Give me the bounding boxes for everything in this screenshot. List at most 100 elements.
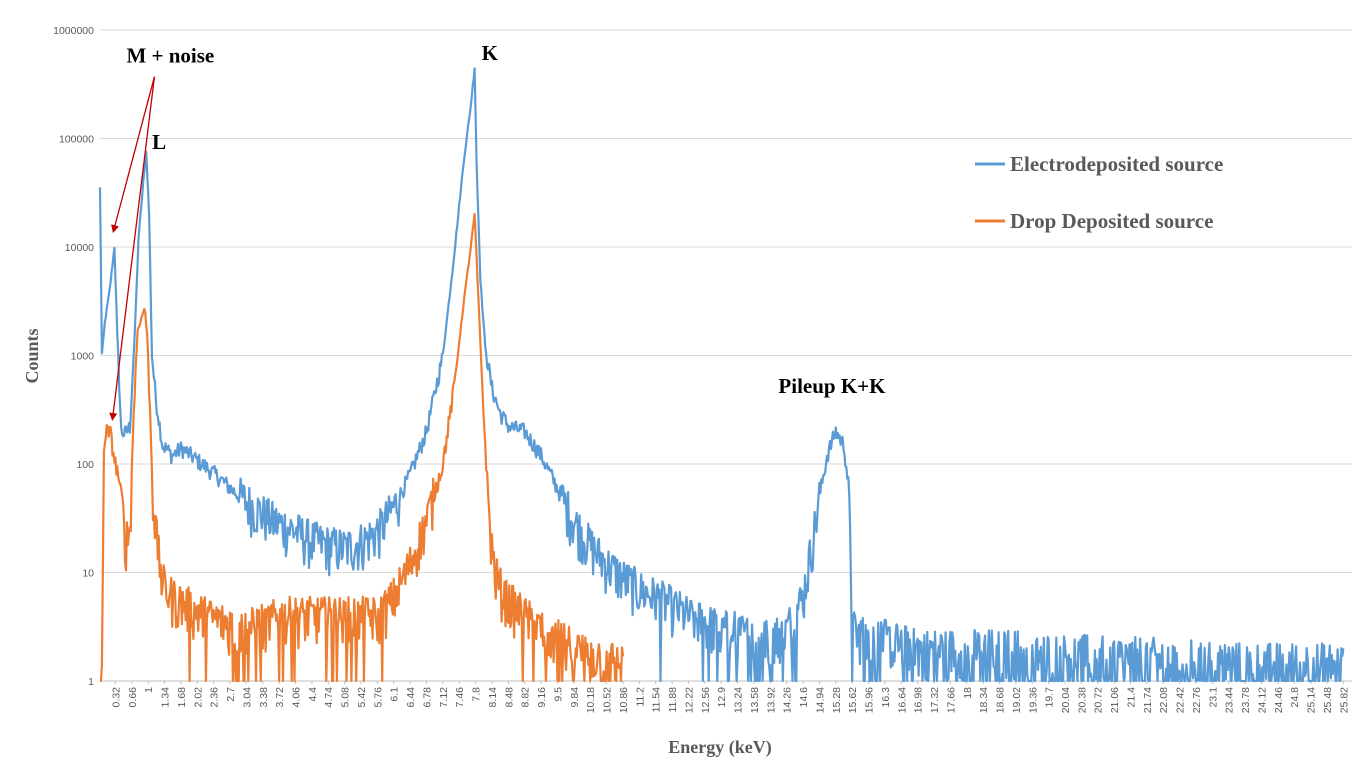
x-tick-label: 5.76: [372, 687, 384, 708]
x-tick-label: 4.4: [307, 687, 319, 702]
x-tick-label: 8.48: [503, 687, 515, 708]
x-tick-label: 15.62: [847, 687, 859, 713]
x-tick-label: 25.48: [1322, 687, 1334, 713]
x-tick-labels: 0.32 0.66 1 1.34 1.68 2.02 2.36 2.7 3.04 3.38 3.72…: [110, 681, 1350, 713]
x-tick-label: 2.02: [192, 687, 204, 708]
annotation-m-noise: M + noise: [126, 44, 214, 68]
x-tick-label: 10.86: [618, 687, 630, 713]
x-tick-label: 25.82: [1338, 687, 1350, 713]
x-tick-label: 0.32: [110, 687, 122, 708]
x-tick-label: 2.7: [225, 687, 237, 702]
x-tick-label: 23.78: [1240, 687, 1252, 713]
legend-label: Drop Deposited source: [1010, 209, 1213, 233]
x-tick-label: 19.36: [1027, 687, 1039, 713]
x-tick-label: 3.72: [274, 687, 286, 708]
x-tick-label: 18: [962, 687, 974, 699]
x-tick-label: 8.14: [487, 687, 499, 708]
annotation-k-peak: K: [482, 41, 499, 65]
x-tick-label: 21.06: [1109, 687, 1121, 713]
x-tick-label: 20.72: [1093, 687, 1105, 713]
x-tick-label: 11.2: [634, 687, 646, 707]
legend-label: Electrodeposited source: [1010, 152, 1223, 176]
y-tick-label: 100: [76, 459, 94, 471]
annotation-l-peak: L: [152, 130, 166, 154]
x-tick-label: 10.52: [602, 687, 614, 713]
arrow-electrodeposited-m: [111, 76, 156, 234]
x-tick-label: 9.84: [569, 687, 581, 708]
x-tick-label: 10.18: [585, 687, 597, 713]
y-tick-label: 1000000: [53, 25, 94, 37]
gridlines: [100, 29, 1352, 682]
x-tick-label: 3.38: [258, 687, 270, 708]
x-tick-label: 24.46: [1273, 687, 1285, 713]
x-tick-label: 13.24: [733, 687, 745, 713]
x-tick-label: 9.5: [552, 687, 564, 702]
x-tick-label: 14.94: [814, 687, 826, 713]
x-tick-label: 12.22: [683, 687, 695, 713]
x-tick-label: 15.28: [831, 687, 843, 713]
x-tick-label: 15.96: [864, 687, 876, 713]
x-tick-label: 20.04: [1060, 687, 1072, 713]
x-tick-label: 8.82: [520, 687, 532, 708]
x-tick-label: 22.76: [1191, 687, 1203, 713]
x-tick-label: 6.44: [405, 687, 417, 708]
x-tick-label: 1: [143, 687, 155, 693]
x-tick-label: 22.42: [1175, 687, 1187, 713]
x-tick-label: 20.38: [1076, 687, 1088, 713]
x-tick-label: 11.54: [651, 687, 663, 713]
x-tick-label: 25.14: [1306, 687, 1318, 713]
annotation-labels: M + noise L K Pileup K+K: [126, 41, 886, 398]
x-tick-label: 5.42: [356, 687, 368, 708]
x-tick-label: 19.7: [1044, 687, 1056, 708]
x-tick-label: 12.56: [700, 687, 712, 713]
annotation-pileup: Pileup K+K: [778, 374, 886, 398]
series-lines: [98, 67, 1345, 683]
y-axis-title: Counts: [22, 328, 42, 383]
y-tick-label: 10: [82, 568, 94, 580]
y-tick-label: 1: [88, 676, 94, 688]
x-tick-label: 16.64: [896, 687, 908, 713]
x-tick-label: 6.1: [389, 687, 401, 702]
x-tick-label: 24.8: [1289, 687, 1301, 708]
x-tick-label: 12.9: [716, 687, 728, 708]
x-tick-label: 24.12: [1256, 687, 1268, 713]
series-line-drop-deposited: [99, 212, 625, 683]
x-tick-label: 23.1: [1207, 687, 1219, 708]
y-tick-label: 100000: [59, 134, 94, 146]
x-tick-label: 14.26: [782, 687, 794, 713]
x-tick-label: 17.66: [945, 687, 957, 713]
x-tick-label: 18.68: [995, 687, 1007, 713]
x-tick-label: 14.6: [798, 687, 810, 708]
x-tick-label: 16.98: [913, 687, 925, 713]
x-tick-label: 5.08: [340, 687, 352, 708]
x-tick-label: 1.68: [176, 687, 188, 708]
x-tick-label: 18.34: [978, 687, 990, 713]
annotation-arrows: [109, 76, 156, 421]
arrow-drop-deposited-m: [109, 76, 156, 421]
x-tick-label: 2.36: [209, 687, 221, 708]
y-tick-labels: 1 10 100 1000 10000 100000 1000000: [53, 25, 94, 688]
x-tick-label: 0.66: [127, 687, 139, 708]
x-axis-title: Energy (keV): [668, 737, 771, 758]
x-tick-label: 22.08: [1158, 687, 1170, 713]
x-tick-label: 13.58: [749, 687, 761, 713]
x-tick-label: 17.32: [929, 687, 941, 713]
x-tick-label: 21.4: [1125, 687, 1137, 708]
x-tick-label: 7.12: [438, 687, 450, 708]
x-tick-label: 6.78: [421, 687, 433, 708]
x-tick-label: 21.74: [1142, 687, 1154, 713]
x-tick-label: 4.74: [323, 687, 335, 708]
y-tick-label: 1000: [71, 351, 95, 363]
x-tick-label: 11.88: [667, 687, 679, 713]
y-tick-label: 10000: [65, 242, 94, 254]
x-tick-label: 7.8: [471, 687, 483, 702]
x-tick-label: 7.46: [454, 687, 466, 708]
x-tick-label: 16.3: [880, 687, 892, 708]
x-tick-label: 13.92: [765, 687, 777, 713]
x-tick-label: 23.44: [1224, 687, 1236, 713]
x-tick-label: 1.34: [160, 687, 172, 708]
x-tick-label: 3.04: [241, 687, 253, 708]
x-tick-label: 9.16: [536, 687, 548, 708]
legend: Electrodeposited source Drop Deposited so…: [975, 152, 1223, 233]
